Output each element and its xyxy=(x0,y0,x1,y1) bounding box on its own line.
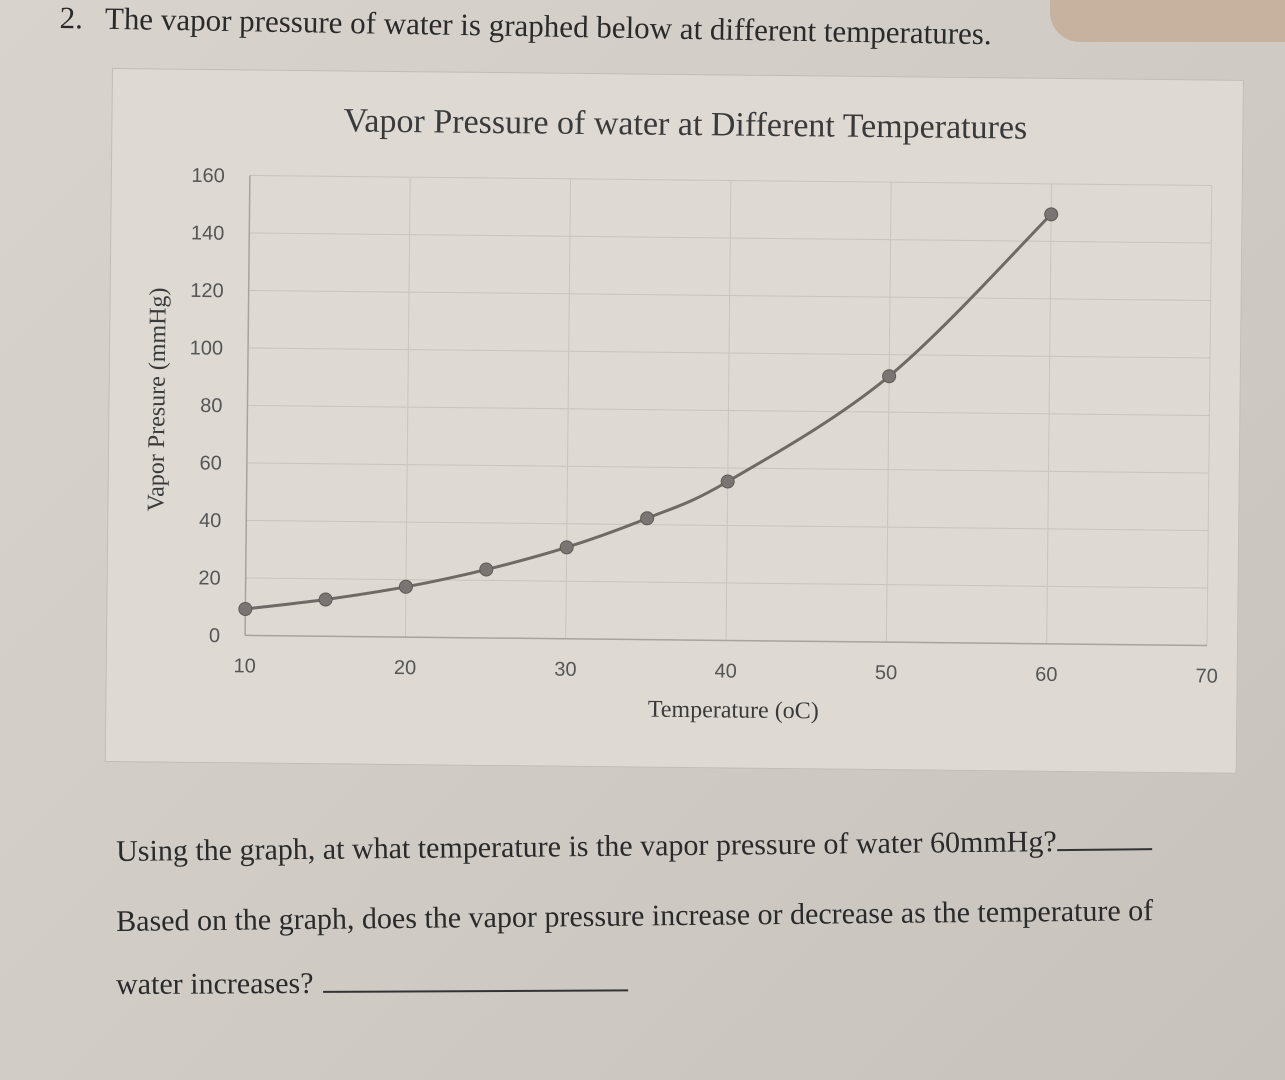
y-tick-label: 0 xyxy=(209,625,220,647)
data-point xyxy=(479,562,494,577)
data-point xyxy=(1044,207,1059,222)
data-point xyxy=(238,601,253,616)
x-tick-label: 70 xyxy=(1195,665,1217,687)
vapor-pressure-chart: 0 20 40 60 80 100 120 140 160 10 20 30 40 50 60 70 Vapo… xyxy=(143,102,1218,725)
data-point xyxy=(318,592,333,607)
x-gridline xyxy=(885,182,892,643)
x-tick-label: 40 xyxy=(714,660,736,682)
x-axis-label: Temperature (oC) xyxy=(648,697,819,725)
y-tick-label: 100 xyxy=(190,337,224,359)
question-temperature-at-60mmhg: Using the graph, at what temperature is … xyxy=(116,824,1152,869)
series-layer xyxy=(238,207,1059,616)
y-tick-label: 120 xyxy=(190,280,224,302)
y-axis-label: Vapor Presure (mmHg) xyxy=(143,287,171,511)
y-tick-label: 160 xyxy=(191,165,225,187)
y-tick-label: 40 xyxy=(199,510,221,532)
y-tick-label: 80 xyxy=(200,395,222,417)
data-point xyxy=(640,511,655,526)
grid-layer xyxy=(244,174,1213,646)
y-tick-label: 140 xyxy=(191,222,225,244)
question-heading: 2. The vapor pressure of water is graphed… xyxy=(59,0,992,52)
x-axis-line xyxy=(245,634,1208,647)
x-tick-label: 60 xyxy=(1035,664,1057,686)
question-number: 2. xyxy=(59,0,84,36)
chart-title: Vapor Pressure of water at Different Tem… xyxy=(343,102,1027,146)
x-gridline xyxy=(1206,185,1213,646)
x-tick-label: 50 xyxy=(875,662,897,684)
data-point xyxy=(559,540,574,555)
chart-card: 0 20 40 60 80 100 120 140 160 10 20 30 40 50 60 70 Vapo… xyxy=(104,68,1244,774)
answer-blank-1[interactable] xyxy=(1056,828,1152,852)
question-trend-line1: Based on the graph, does the vapor press… xyxy=(116,894,1153,939)
x-tick-label: 30 xyxy=(554,659,576,681)
question-1-text: Using the graph, at what temperature is … xyxy=(116,825,1057,868)
axis-layer: 0 20 40 60 80 100 120 140 160 10 20 30 40 50 60 70 xyxy=(190,165,1218,688)
question-2-text-line2: water increases? xyxy=(116,966,314,1001)
question-2-text-line1: Based on the graph, does the vapor press… xyxy=(116,894,1154,938)
x-gridline xyxy=(404,177,411,638)
x-gridline xyxy=(725,180,732,641)
question-trend-line2: water increases? xyxy=(116,965,629,1002)
y-tick-label: 20 xyxy=(198,567,220,589)
series-line xyxy=(245,213,1053,611)
y-tick-label: 60 xyxy=(199,452,221,474)
data-point xyxy=(720,474,735,489)
x-gridline xyxy=(565,178,572,639)
x-gridline xyxy=(1046,183,1053,644)
x-tick-label: 10 xyxy=(234,655,256,677)
x-tick-label: 20 xyxy=(394,657,416,679)
data-point xyxy=(398,579,413,594)
y-axis-line xyxy=(244,175,251,636)
question-text: The vapor pressure of water is graphed b… xyxy=(104,0,992,52)
paper-corner-shade xyxy=(1050,0,1285,42)
answer-blank-2[interactable] xyxy=(323,969,629,993)
data-point xyxy=(882,369,897,384)
